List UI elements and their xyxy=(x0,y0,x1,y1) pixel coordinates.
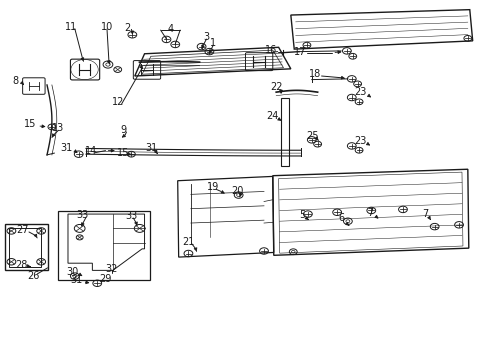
Text: 30: 30 xyxy=(66,267,79,277)
Text: 23: 23 xyxy=(354,87,366,97)
Bar xyxy=(4,224,47,270)
Text: 22: 22 xyxy=(270,82,283,93)
Bar xyxy=(9,228,41,267)
Text: 12: 12 xyxy=(111,97,123,107)
Text: 19: 19 xyxy=(206,182,219,192)
Text: 2: 2 xyxy=(124,23,130,33)
Text: 25: 25 xyxy=(306,131,318,141)
Text: 21: 21 xyxy=(182,237,194,247)
Text: 15: 15 xyxy=(117,148,129,158)
Text: 4: 4 xyxy=(167,24,173,35)
Text: 27: 27 xyxy=(17,225,29,235)
Text: 33: 33 xyxy=(125,211,137,221)
Text: 20: 20 xyxy=(231,186,244,197)
Bar xyxy=(58,211,150,280)
Text: 8: 8 xyxy=(12,76,19,86)
Text: 31: 31 xyxy=(145,143,158,153)
Text: 18: 18 xyxy=(308,69,321,79)
Text: 11: 11 xyxy=(65,22,78,32)
Text: 17: 17 xyxy=(294,46,306,57)
Text: 26: 26 xyxy=(28,271,40,281)
Text: 24: 24 xyxy=(266,111,278,121)
Text: 7: 7 xyxy=(366,208,373,218)
Text: 6: 6 xyxy=(337,213,344,222)
Text: 7: 7 xyxy=(421,209,427,219)
Text: 28: 28 xyxy=(15,260,27,270)
Text: 9: 9 xyxy=(120,125,126,135)
Text: 33: 33 xyxy=(76,210,88,220)
Text: 31: 31 xyxy=(70,275,82,285)
Text: 29: 29 xyxy=(99,274,111,284)
Text: 13: 13 xyxy=(52,123,64,133)
Text: 5: 5 xyxy=(298,210,305,220)
Text: 31: 31 xyxy=(61,143,73,153)
Text: 3: 3 xyxy=(203,32,209,41)
Text: 14: 14 xyxy=(84,145,97,156)
Text: 15: 15 xyxy=(24,120,36,129)
Text: 10: 10 xyxy=(101,22,113,32)
Text: 23: 23 xyxy=(354,136,366,145)
Text: 1: 1 xyxy=(210,38,216,48)
Text: 16: 16 xyxy=(264,45,277,55)
Text: 32: 32 xyxy=(105,264,118,274)
